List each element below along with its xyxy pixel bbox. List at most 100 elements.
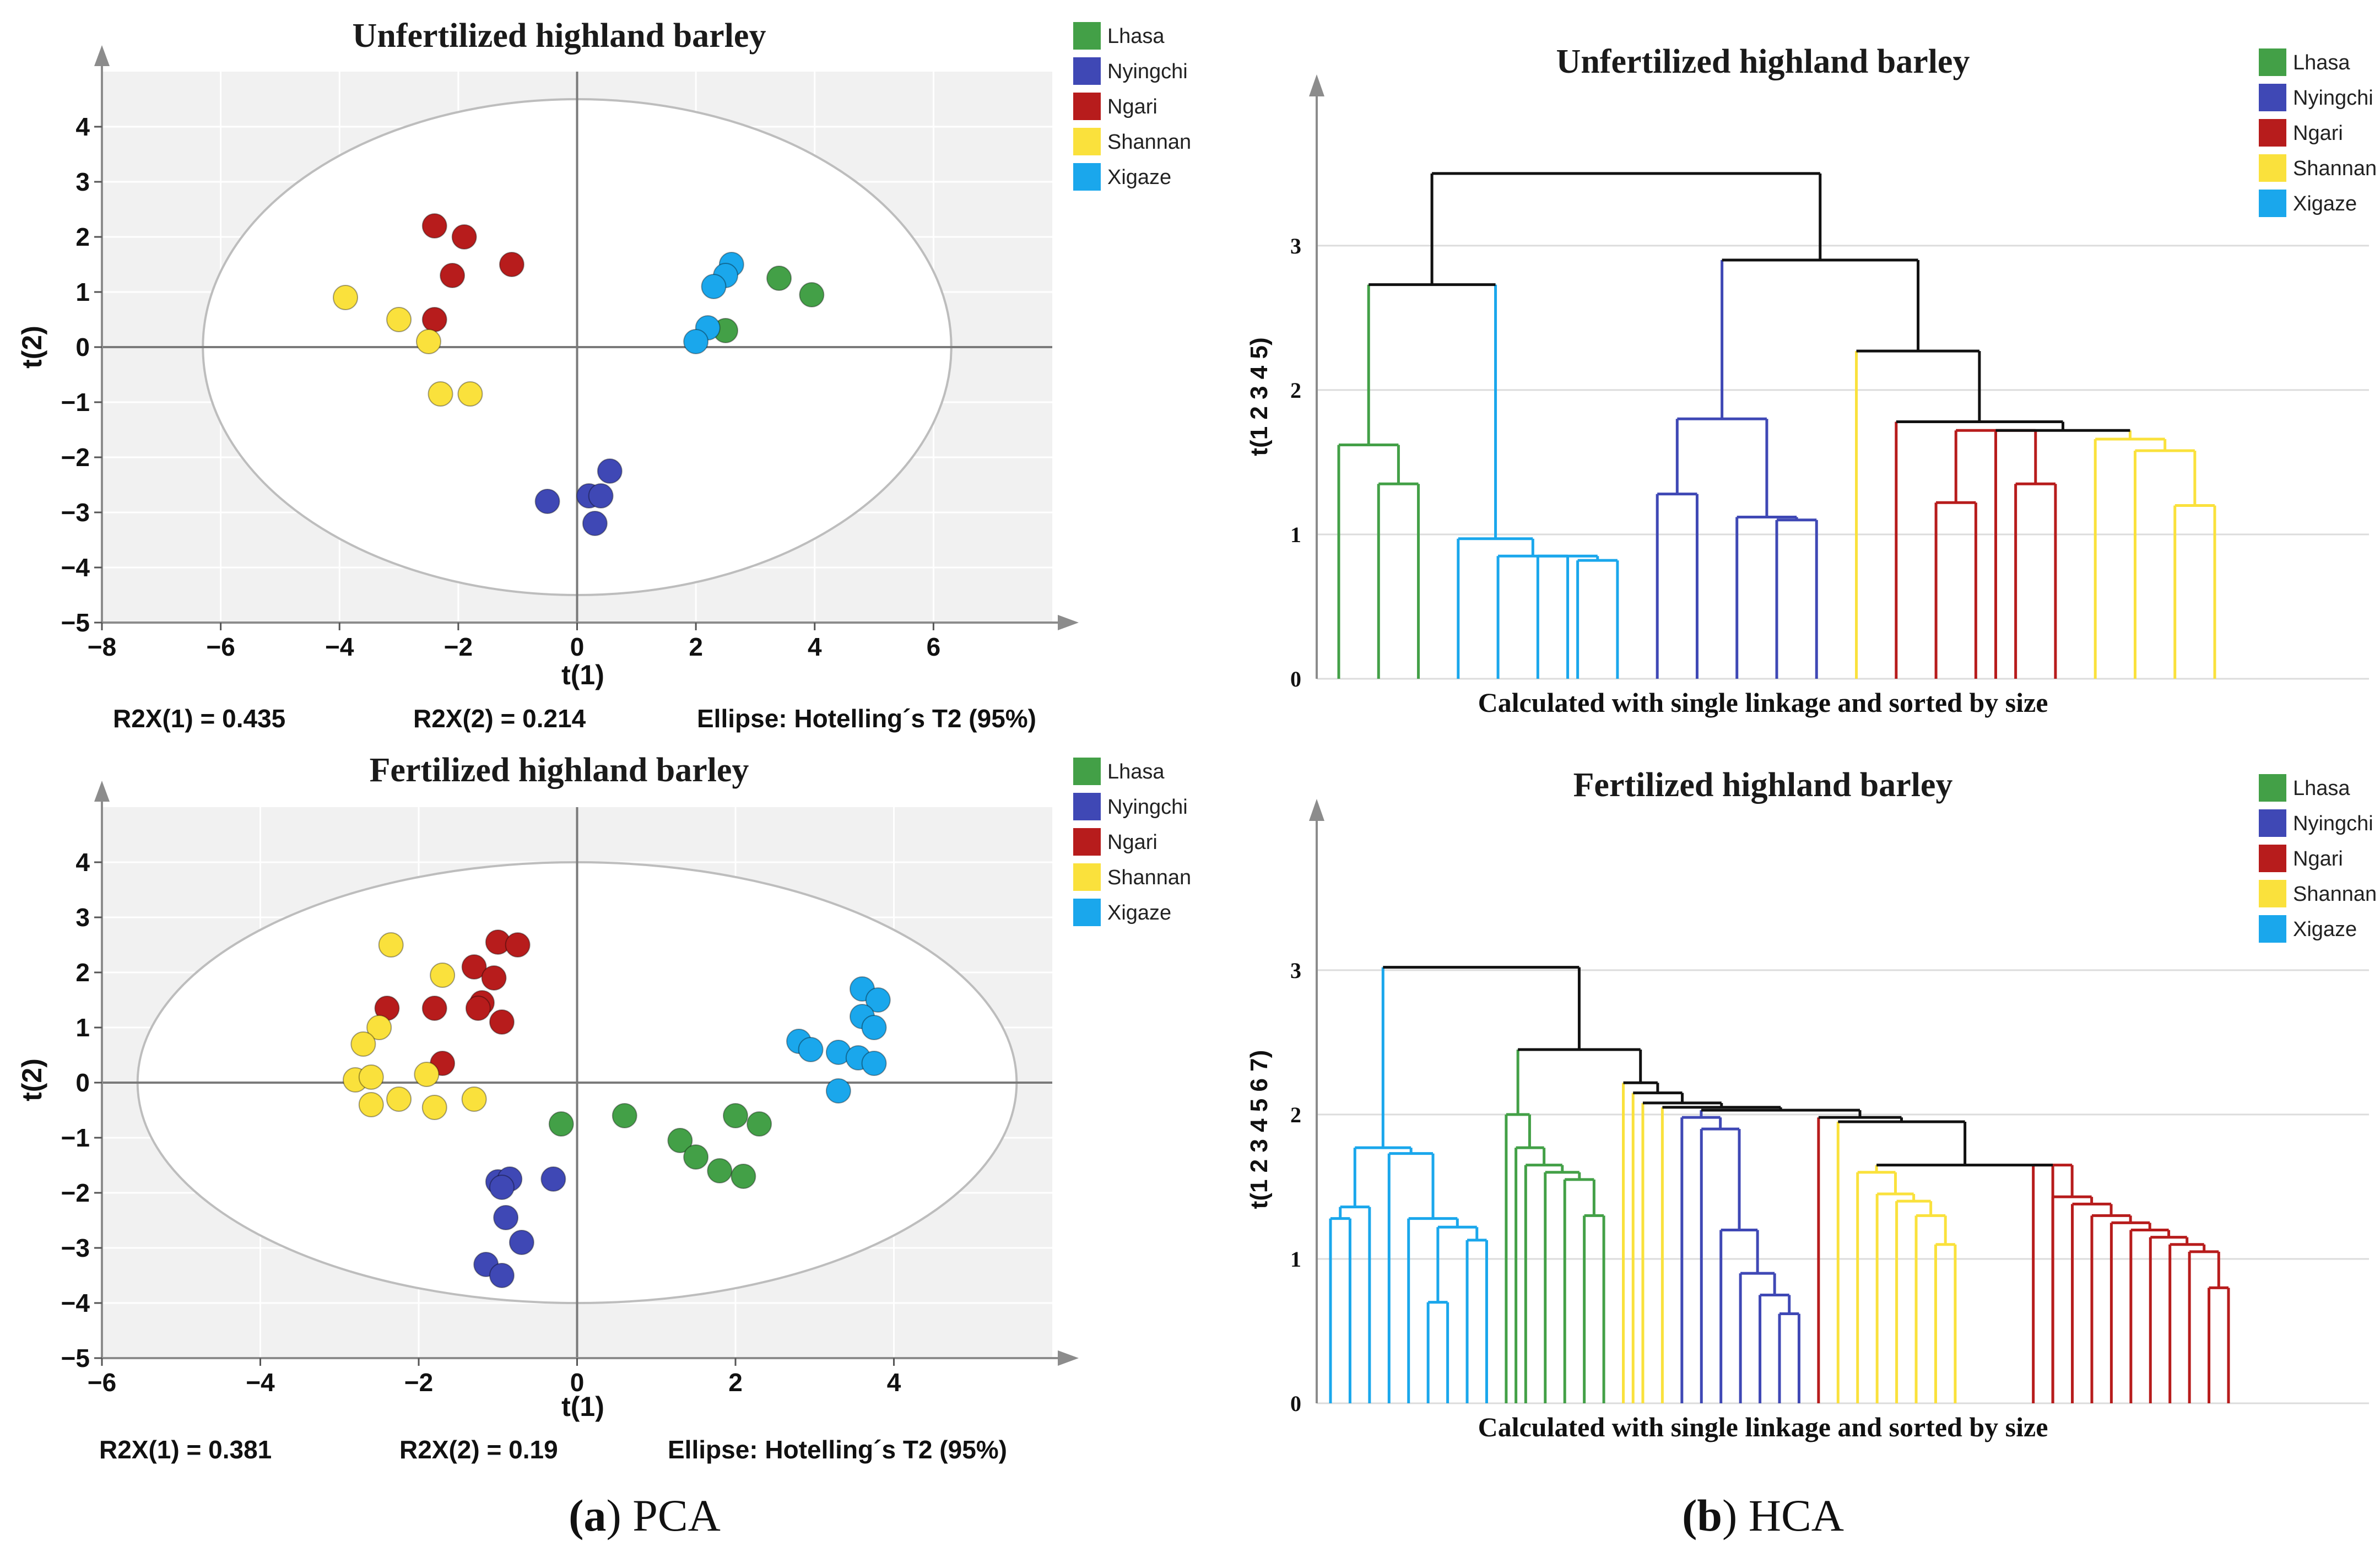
legend-swatch-nyingchi <box>1073 57 1101 85</box>
pca-unfertilized-point-shannan <box>428 381 453 407</box>
pca-fertilized-ytick-label: −2 <box>61 1178 90 1207</box>
legend-swatch-ngari <box>1073 828 1101 856</box>
pca-fertilized-ytick-label: −5 <box>61 1344 90 1372</box>
legend-label-lhasa: Lhasa <box>2293 777 2350 800</box>
legend-label-xigaze: Xigaze <box>2293 918 2357 941</box>
pca-fertilized-point-shannan <box>414 1062 440 1087</box>
pca-unfertilized-ytick-label: −4 <box>61 553 90 582</box>
legend-label-ngari: Ngari <box>2293 847 2343 871</box>
pca-unfertilized-point-ngari <box>421 213 447 239</box>
pca-unfertilized-ytick-label: 1 <box>75 278 90 306</box>
legend-label-nyingchi: Nyingchi <box>1107 60 1188 83</box>
hca-fertilized-panel: Fertilized highland barley t(1 2 3 4 5 6… <box>1246 766 2369 1442</box>
caption-hca-close: ) <box>1722 1490 1749 1540</box>
legend-label-shannan: Shannan <box>1107 131 1191 154</box>
hca-unfertilized-ytick-label: 2 <box>1290 378 1301 403</box>
legend-swatch-nyingchi <box>2259 809 2286 837</box>
hca-fertilized-ytick-label: 2 <box>1290 1102 1301 1127</box>
pca-fertilized-point-ngari <box>421 996 447 1021</box>
pca-fertilized-point-nyingchi <box>489 1263 515 1288</box>
pca-unfertilized-xtick-label: 6 <box>927 632 941 661</box>
pca-unfertilized-ytick-label: 4 <box>75 112 90 141</box>
pca-fertilized-point-shannan <box>350 1031 376 1057</box>
pca-fertilized-r2x2: R2X(2) = 0.19 <box>399 1435 558 1464</box>
caption-hca-open: ( <box>1682 1490 1697 1540</box>
legend-swatch-shannan <box>2259 880 2286 907</box>
pca-unfertilized-xtick-label: 4 <box>808 632 822 661</box>
pca-fertilized-point-shannan <box>421 1095 447 1120</box>
pca-fertilized-ytick-label: −1 <box>61 1123 90 1152</box>
pca-unfertilized-ytick-label: 3 <box>75 167 90 196</box>
legend-swatch-xigaze <box>1073 163 1101 191</box>
pca-fertilized-point-shannan <box>386 1086 412 1112</box>
legend-swatch-nyingchi <box>1073 793 1101 820</box>
legend-label-xigaze: Xigaze <box>1107 166 1171 189</box>
pca-fertilized-point-xigaze <box>865 987 891 1013</box>
pca-unfertilized-point-ngari <box>499 252 524 277</box>
pca-unfertilized-xtick-label: 2 <box>689 632 703 661</box>
pca-fertilized-point-xigaze <box>798 1037 824 1062</box>
legend-label-ngari: Ngari <box>2293 122 2343 145</box>
pca-unfertilized-point-nyingchi <box>588 483 614 509</box>
pca-fertilized-point-xigaze <box>825 1078 851 1104</box>
pca-unfertilized-ytick-label: 0 <box>75 333 90 361</box>
pca-fertilized-point-ngari <box>465 996 491 1021</box>
pca-unfertilized-x-axis-arrow <box>1058 615 1079 630</box>
legend-swatch-lhasa <box>2259 774 2286 802</box>
hca-fertilized-ytick-label: 3 <box>1290 958 1301 983</box>
legend-label-xigaze: Xigaze <box>2293 192 2357 215</box>
pca-fertilized-ytick-label: 0 <box>75 1068 90 1097</box>
hca-fertilized-title: Fertilized highland barley <box>1573 766 1953 804</box>
pca-unfertilized-panel: Unfertilized highland barley t(1) t(2) R… <box>17 17 1079 733</box>
pca-unfertilized-ytick-label: −2 <box>61 443 90 472</box>
legend-label-ngari: Ngari <box>1107 95 1157 118</box>
pca-fertilized-xtick-label: 0 <box>570 1368 585 1397</box>
pca-fertilized-point-shannan <box>358 1064 384 1090</box>
legend-swatch-xigaze <box>1073 899 1101 926</box>
caption-pca-open: ( <box>569 1490 583 1540</box>
caption-pca: (a) PCA <box>569 1490 721 1540</box>
legend-swatch-xigaze <box>2259 915 2286 943</box>
pca-unfertilized-xlabel: t(1) <box>561 659 604 690</box>
pca-unfertilized-y-axis-arrow <box>94 45 110 66</box>
pca-unfertilized-r2x2: R2X(2) = 0.214 <box>413 704 586 733</box>
hca-unfertilized-xlabel: Calculated with single linkage and sorte… <box>1478 687 2048 718</box>
caption-hca-letter: b <box>1697 1490 1722 1540</box>
pca-fertilized-point-xigaze <box>861 1015 887 1040</box>
pca-fertilized-xtick-label: 4 <box>887 1368 901 1397</box>
pca-fertilized-xtick-label: 2 <box>728 1368 743 1397</box>
pca-fertilized-xtick-label: −4 <box>246 1368 275 1397</box>
legend-label-nyingchi: Nyingchi <box>2293 812 2373 835</box>
pca-fertilized-point-shannan <box>378 932 404 958</box>
legend-swatch-shannan <box>1073 863 1101 891</box>
legend-swatch-ngari <box>1073 93 1101 120</box>
hca-unfertilized-ytick-label: 1 <box>1290 522 1301 547</box>
legend-swatch-ngari <box>2259 119 2286 147</box>
pca-fertilized-point-lhasa <box>667 1128 693 1153</box>
pca-unfertilized-point-ngari <box>440 263 466 288</box>
pca-unfertilized-title: Unfertilized highland barley <box>353 17 766 55</box>
legend-label-lhasa: Lhasa <box>1107 760 1165 783</box>
pca-fertilized-point-xigaze <box>861 1051 887 1076</box>
pca-fertilized-point-lhasa <box>747 1111 772 1137</box>
pca-fertilized-xlabel: t(1) <box>561 1391 604 1422</box>
pca-unfertilized-point-shannan <box>386 307 412 332</box>
pca-fertilized-point-lhasa <box>612 1103 637 1128</box>
legend-swatch-lhasa <box>1073 22 1101 50</box>
pca-unfertilized-point-shannan <box>457 381 483 407</box>
pca-fertilized-panel: Fertilized highland barley t(1) t(2) R2X… <box>17 752 1079 1464</box>
pca-fertilized-point-nyingchi <box>493 1205 519 1230</box>
pca-fertilized-point-ngari <box>489 1009 515 1035</box>
pca-fertilized-point-lhasa <box>683 1144 709 1170</box>
pca-fertilized-point-shannan <box>358 1092 384 1117</box>
pca-fertilized-point-nyingchi <box>540 1166 566 1192</box>
caption-pca-close: ) <box>606 1490 632 1540</box>
pca-fertilized-x-axis-arrow <box>1058 1350 1079 1366</box>
legend-swatch-xigaze <box>2259 190 2286 217</box>
caption-hca-text: HCA <box>1749 1490 1844 1540</box>
legend-swatch-ngari <box>2259 845 2286 872</box>
pca-fertilized-point-nyingchi <box>509 1230 534 1255</box>
pca-unfertilized-point-ngari <box>451 224 477 250</box>
pca-fertilized-point-shannan <box>461 1086 487 1112</box>
pca-fertilized-point-ngari <box>461 954 487 980</box>
